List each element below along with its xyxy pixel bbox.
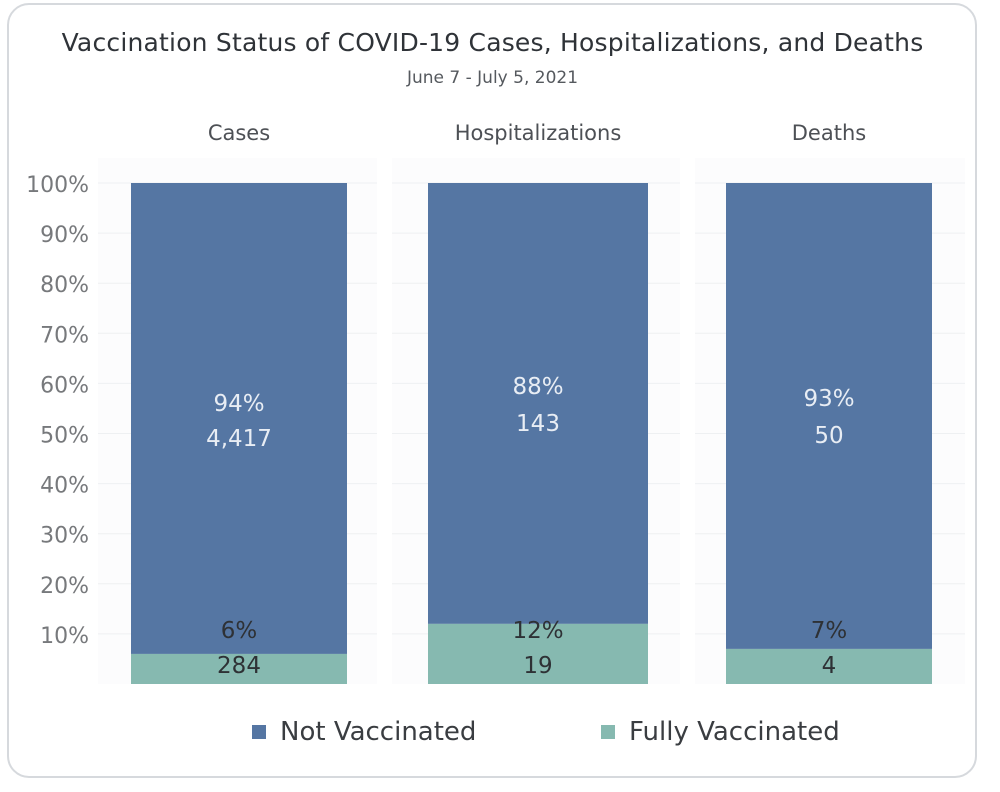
data-label-fully-vaccinated-pct: 12%	[512, 618, 563, 644]
y-tick-label: 100%	[26, 173, 89, 198]
data-label-not-vaccinated-count: 50	[814, 423, 843, 449]
data-label-not-vaccinated-pct: 93%	[803, 386, 854, 412]
chart-subtitle: June 7 - July 5, 2021	[406, 68, 579, 88]
y-tick-label: 90%	[40, 223, 89, 248]
legend-swatch-not-vaccinated	[252, 725, 266, 739]
bar-fully-vaccinated	[726, 648, 932, 684]
bar-not-vaccinated	[726, 183, 932, 649]
y-tick-label: 40%	[40, 474, 89, 499]
category-label: Hospitalizations	[455, 121, 622, 145]
legend-label-fully-vaccinated: Fully Vaccinated	[629, 717, 840, 747]
category-label: Deaths	[792, 121, 866, 145]
data-label-fully-vaccinated-count: 284	[217, 653, 261, 679]
legend-item-not-vaccinated: Not Vaccinated	[252, 714, 476, 750]
y-tick-label: 30%	[40, 524, 89, 549]
legend-label-not-vaccinated: Not Vaccinated	[280, 717, 477, 747]
chart-title: Vaccination Status of COVID-19 Cases, Ho…	[61, 28, 924, 57]
bar-not-vaccinated	[428, 183, 648, 624]
legend-item-fully-vaccinated: Fully Vaccinated	[601, 714, 840, 750]
y-tick-label: 10%	[40, 624, 89, 649]
y-tick-label: 60%	[40, 373, 89, 398]
data-label-not-vaccinated-pct: 94%	[213, 391, 264, 417]
y-tick-label: 20%	[40, 574, 89, 599]
y-tick-label: 80%	[40, 273, 89, 298]
bar-not-vaccinated	[131, 183, 347, 654]
bar-fully-vaccinated	[131, 653, 347, 684]
y-tick-label: 50%	[40, 424, 89, 449]
bar-fully-vaccinated	[428, 623, 648, 684]
data-label-not-vaccinated-count: 4,417	[206, 426, 272, 452]
data-label-fully-vaccinated-count: 4	[822, 653, 837, 679]
data-label-not-vaccinated-count: 143	[516, 411, 560, 437]
data-label-fully-vaccinated-pct: 6%	[221, 618, 258, 644]
legend-swatch-fully-vaccinated	[601, 725, 615, 739]
data-label-fully-vaccinated-pct: 7%	[811, 618, 848, 644]
data-label-not-vaccinated-pct: 88%	[512, 374, 563, 400]
category-label: Cases	[208, 121, 270, 145]
data-label-fully-vaccinated-count: 19	[523, 653, 552, 679]
y-tick-label: 70%	[40, 323, 89, 348]
